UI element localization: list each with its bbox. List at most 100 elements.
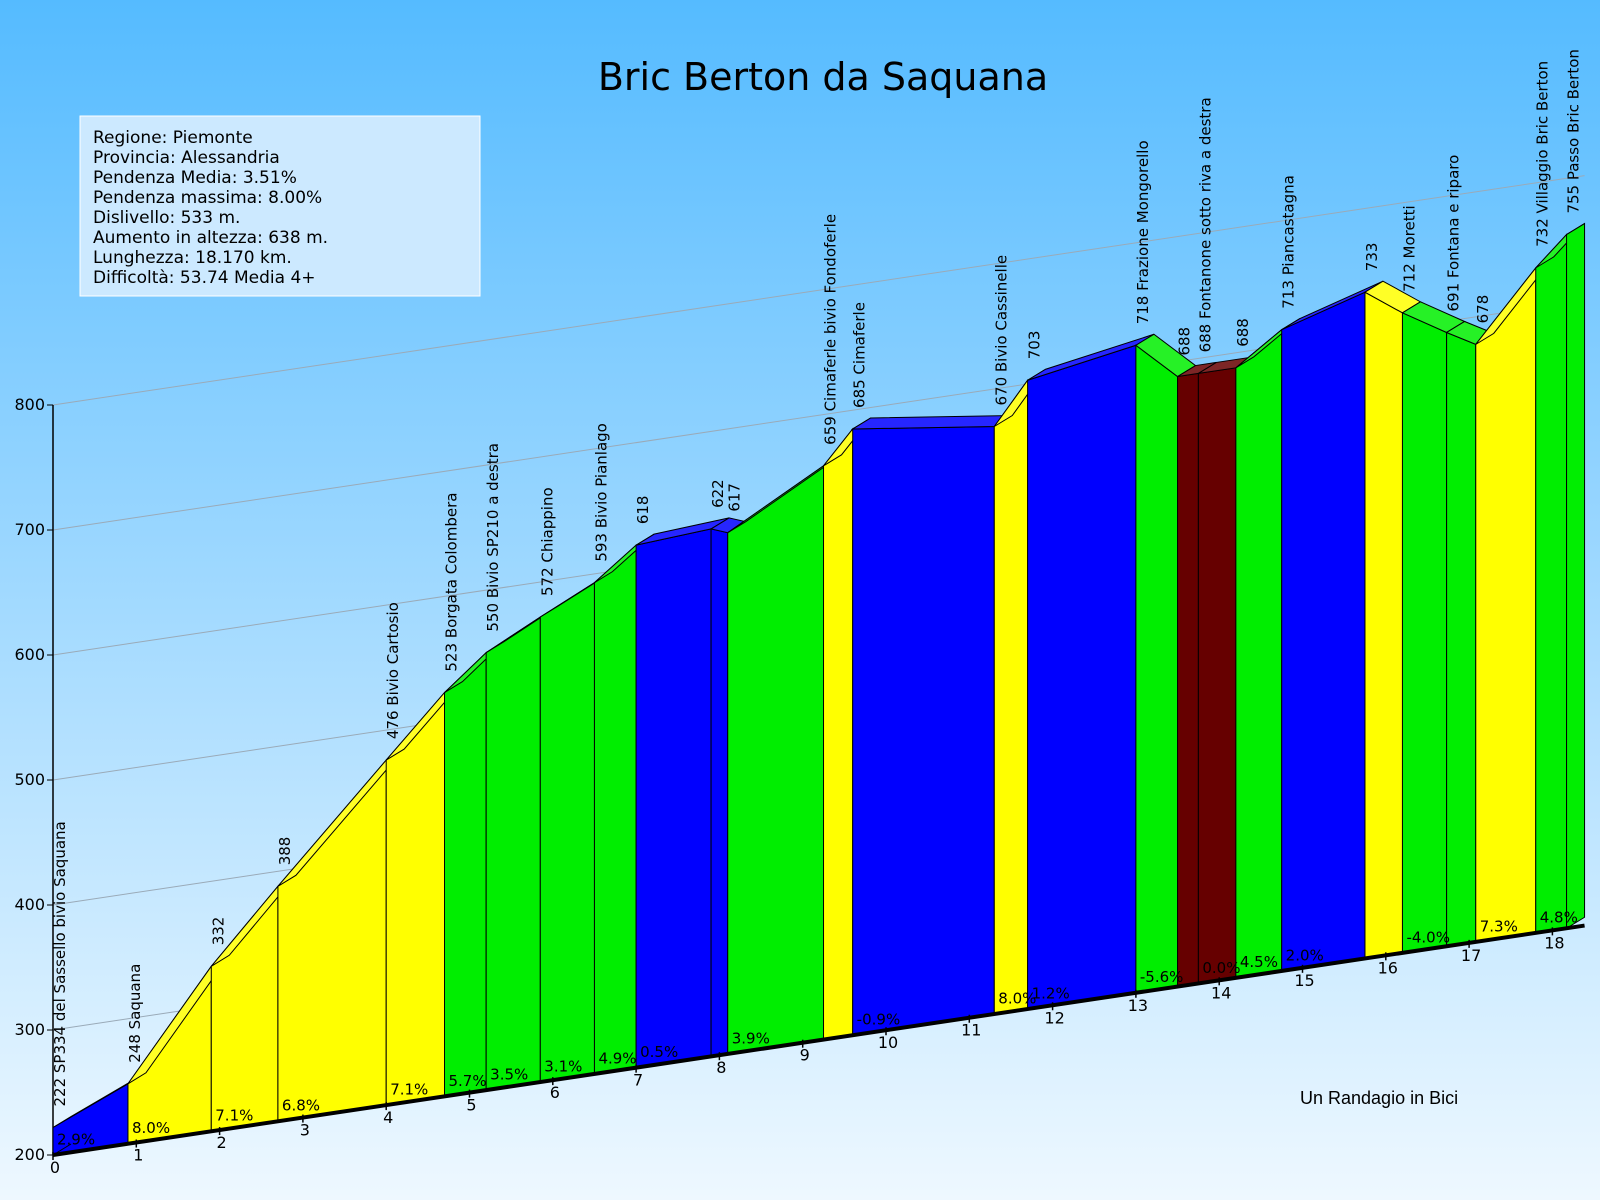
waypoint-label: 678 (1474, 295, 1492, 324)
grade-label: -5.6% (1140, 968, 1184, 986)
segment-face (1197, 367, 1237, 985)
grade-label: 1.2% (1032, 984, 1070, 1002)
segment-face (1281, 291, 1366, 972)
grade-label: 5.7% (449, 1072, 487, 1090)
info-line: Pendenza Media: 3.51% (93, 168, 297, 188)
segment-face (727, 464, 825, 1055)
grade-label: 7.1% (390, 1080, 428, 1098)
segment-face (539, 581, 595, 1083)
elevation-profile (52, 222, 1586, 1156)
segment-face (1475, 266, 1537, 943)
ground-line (52, 923, 1585, 1157)
grade-label: 3.5% (490, 1066, 528, 1084)
x-tick-label: 12 (1044, 1008, 1064, 1027)
x-tick-label: 0 (50, 1158, 60, 1177)
segment-face (710, 528, 729, 1058)
waypoint-label: 691 Fontana e riparo (1445, 155, 1463, 312)
waypoint-label: 476 Bivio Cartosio (384, 602, 402, 739)
y-tick-label: 400 (14, 895, 45, 914)
x-tick-label: 7 (633, 1071, 643, 1090)
waypoint-label: 718 Frazione Mongorello (1134, 140, 1152, 324)
waypoint-label: 685 Cimaferle (851, 302, 869, 408)
segment-face (1401, 312, 1448, 954)
segment-face (1535, 233, 1568, 934)
x-tick-label: 16 (1378, 958, 1398, 977)
grade-label: 4.8% (1540, 908, 1578, 926)
credit-text: Un Randagio in Bici (1300, 1088, 1458, 1108)
waypoint-label: 617 (726, 483, 744, 512)
waypoint-label: 732 Villaggio Bric Berton (1534, 61, 1552, 247)
grade-label: 4.5% (1240, 953, 1278, 971)
grade-label: 7.1% (215, 1107, 253, 1125)
grade-label: 3.1% (544, 1057, 582, 1075)
x-tick-label: 3 (300, 1121, 310, 1140)
waypoint-label: 703 (1026, 331, 1044, 360)
gridline (52, 175, 1585, 406)
x-tick-label: 6 (550, 1083, 560, 1102)
chart-title: Bric Berton da Saquana (598, 55, 1048, 99)
waypoint-label: 332 (209, 917, 227, 946)
segment-top (850, 414, 1015, 430)
x-tick-label: 14 (1211, 983, 1231, 1002)
grade-label: -0.9% (857, 1011, 901, 1029)
y-tick-label: 500 (14, 770, 45, 789)
info-line: Provincia: Alessandria (93, 148, 280, 168)
x-tick-label: 10 (878, 1033, 898, 1052)
info-line: Pendenza massima: 8.00% (93, 188, 322, 208)
grade-label: 2.9% (57, 1130, 95, 1148)
grade-label: 8.0% (132, 1119, 170, 1137)
x-tick-label: 18 (1544, 933, 1564, 952)
x-tick-label: 2 (217, 1133, 227, 1152)
segment-face (485, 616, 541, 1091)
x-tick-label: 15 (1294, 971, 1314, 990)
waypoint-label: 659 Cimaferle bivio Fondoferle (822, 214, 840, 445)
grade-label: 7.3% (1480, 917, 1518, 935)
waypoint-label: 572 Chiappino (538, 487, 556, 596)
grade-label: 8.0% (998, 989, 1036, 1007)
info-line: Regione: Piemonte (93, 128, 253, 148)
info-line: Aumento in altezza: 638 m. (93, 228, 328, 248)
info-box-background (79, 115, 481, 297)
grade-label: 0.0% (1202, 959, 1240, 977)
x-tick-label: 4 (383, 1108, 393, 1127)
waypoint-label: 550 Bivio SP210 a destra (484, 443, 502, 632)
segment-face (593, 544, 637, 1075)
waypoint-label: 755 Passo Bric Berton (1565, 49, 1583, 213)
y-tick-label: 800 (14, 395, 45, 414)
segment-face (1027, 344, 1137, 1010)
waypoint-label: 248 Saquana (126, 964, 144, 1063)
waypoint-label: 733 (1363, 243, 1381, 272)
waypoint-labels: 222 SP334 del Sassello bivio Saquana 248 … (51, 49, 1583, 1106)
y-tick-label: 600 (14, 645, 45, 664)
waypoint-label: 618 (634, 496, 652, 525)
grade-label: 4.9% (598, 1049, 636, 1067)
waypoint-label: 688 Fontanone sotto riva a destra (1196, 97, 1214, 352)
grade-label: 3.9% (732, 1029, 770, 1047)
waypoint-label: 670 Bivio Cassinelle (992, 255, 1010, 406)
segment-face (1364, 291, 1403, 960)
x-tick-label: 1 (133, 1146, 143, 1165)
y-axis: 200 300 400 500 600 700 800 (14, 395, 54, 1164)
grade-label: 6.8% (282, 1097, 320, 1115)
grade-labels: 2.9% 8.0% 7.1% 6.8% 7.1% 5.7% 3.5% 3.1% 4.9% 0.5%… (57, 908, 1578, 1148)
x-tick-label: 9 (800, 1046, 810, 1065)
grade-label: 0.5% (640, 1043, 678, 1061)
grade-label: -4.0% (1406, 928, 1450, 946)
y-tick-label: 700 (14, 520, 45, 539)
segment-face (993, 378, 1029, 1015)
ground-depth-edge (52, 1143, 72, 1156)
segment-face (1135, 344, 1179, 994)
waypoint-label: 523 Borgata Colombera (443, 493, 461, 672)
waypoint-label: 222 SP334 del Sassello bivio Saquana (51, 821, 69, 1106)
segment-face (852, 425, 995, 1036)
waypoint-label: 593 Bivio Pianlago (592, 423, 610, 562)
y-tick-label: 300 (14, 1020, 45, 1039)
segment-face (444, 651, 487, 1097)
x-tick-label: 13 (1128, 996, 1148, 1015)
grade-label: 2.0% (1286, 946, 1324, 964)
profile-end-cap (1566, 222, 1586, 930)
segment-face (1177, 372, 1199, 988)
segment-face (1235, 328, 1283, 979)
